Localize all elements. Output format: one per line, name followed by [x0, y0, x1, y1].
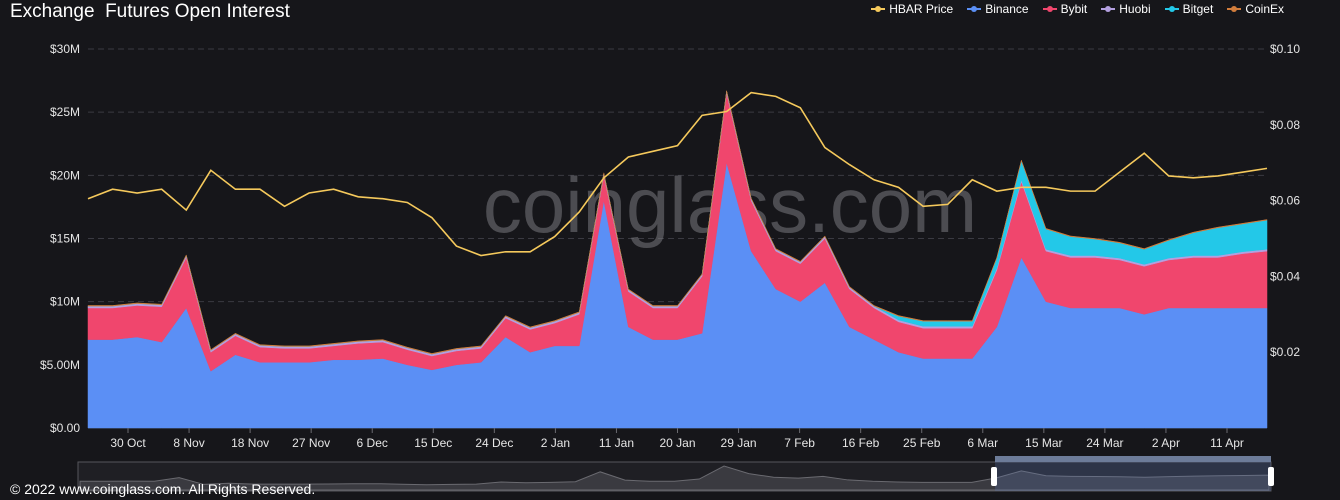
x-axis-ticks: 30 Oct 8 Nov 18 Nov 27 Nov 6 Dec 15 Dec 24 Dec… [110, 428, 1244, 450]
slider-selection-bar[interactable] [995, 456, 1271, 462]
legend-label: CoinEx [1245, 2, 1284, 16]
x-tick-label: 15 Dec [414, 436, 452, 450]
x-tick-label: 2 Jan [541, 436, 570, 450]
zoom-slider[interactable] [77, 456, 1274, 492]
x-tick-label: 24 Dec [475, 436, 513, 450]
legend-label: Huobi [1119, 2, 1151, 16]
area-coinex [87, 90, 1268, 355]
y-right-tick-label: $0.02 [1270, 345, 1300, 359]
x-tick-label: 25 Feb [903, 436, 941, 450]
x-tick-label: 18 Nov [231, 436, 269, 450]
legend-item[interactable]: Bitget [1164, 2, 1214, 16]
x-tick-label: 6 Mar [967, 436, 998, 450]
legend-item[interactable]: HBAR Price [871, 2, 953, 16]
y-left-tick-label: $10M [50, 295, 80, 309]
legend-swatch [1164, 6, 1179, 12]
slider-selection[interactable] [995, 462, 1271, 491]
line-hbar-price [87, 91, 1268, 257]
x-tick-label: 15 Mar [1025, 436, 1062, 450]
y-right-tick-label: $0.10 [1270, 42, 1300, 56]
legend-label: HBAR Price [889, 2, 954, 16]
x-tick-label: 20 Jan [659, 436, 695, 450]
legend-item[interactable]: Bybit [1042, 2, 1088, 16]
legend-item[interactable]: CoinEx [1227, 2, 1284, 16]
legend-label: Binance [985, 2, 1029, 16]
y-right-tick-label: $0.08 [1270, 118, 1300, 132]
left-axis-ticks: $0.00 $5.00M $10M $15M $20M $25M $30M [40, 42, 80, 435]
y-left-tick-label: $0.00 [50, 421, 80, 435]
y-left-tick-label: $30M [50, 42, 80, 56]
slider-handle-right[interactable] [1268, 467, 1274, 486]
x-tick-label: 11 Apr [1210, 436, 1244, 450]
y-left-tick-label: $20M [50, 168, 80, 182]
y-left-tick-label: $15M [50, 232, 80, 246]
y-right-tick-label: $0.04 [1270, 269, 1300, 283]
y-right-tick-label: $0.06 [1270, 194, 1300, 208]
x-tick-label: 30 Oct [110, 436, 146, 450]
legend-swatch [967, 6, 982, 12]
slider-preview-area [79, 465, 1270, 491]
legend-label: Bybit [1060, 2, 1088, 16]
y-left-tick-label: $25M [50, 105, 80, 119]
x-tick-label: 7 Feb [784, 436, 815, 450]
x-tick-label: 11 Jan [599, 436, 634, 450]
x-tick-label: 27 Nov [292, 436, 330, 450]
x-tick-label: 8 Nov [173, 436, 204, 450]
legend-item[interactable]: Huobi [1101, 2, 1151, 16]
legend-label: Bitget [1182, 2, 1214, 16]
legend-item[interactable]: Binance [967, 2, 1029, 16]
legend-swatch [1227, 6, 1242, 12]
slider-handle-left[interactable] [991, 467, 997, 486]
footer-copyright: © 2022 www.coinglass.com. All Rights Res… [10, 481, 316, 497]
line-series-layer [87, 91, 1268, 257]
x-tick-label: 2 Apr [1152, 436, 1180, 450]
right-axis-ticks: $0.02 $0.04 $0.06 $0.08 $0.10 [1270, 42, 1300, 359]
area-series-layer [87, 90, 1268, 429]
page-title: Exchange Futures Open Interest [10, 1, 290, 22]
x-tick-label: 6 Dec [357, 436, 388, 450]
chart-legend: HBAR Price Binance Bybit Huobi Bitget CoinEx [871, 2, 1284, 16]
y-left-tick-label: $5.00M [40, 358, 80, 372]
x-tick-label: 29 Jan [721, 436, 757, 450]
legend-swatch [871, 6, 886, 12]
legend-swatch [1101, 6, 1116, 12]
x-tick-label: 24 Mar [1086, 436, 1123, 450]
legend-swatch [1042, 6, 1057, 12]
x-tick-label: 16 Feb [842, 436, 880, 450]
